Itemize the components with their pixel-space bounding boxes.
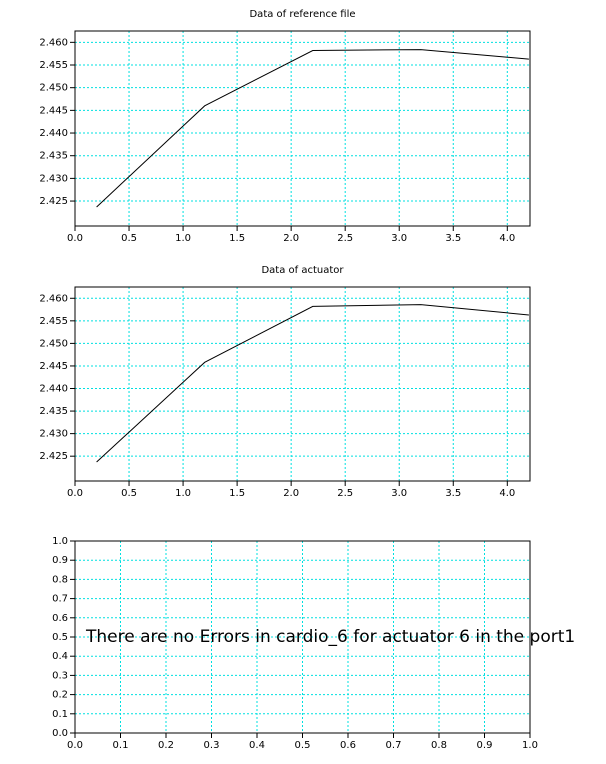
x-tick-label: 1.5 — [229, 488, 245, 499]
y-tick-label: 2.430 — [39, 429, 68, 440]
y-tick-label: 2.435 — [39, 406, 68, 417]
plot-frame — [74, 286, 531, 482]
y-tick-label: 0.8 — [52, 574, 68, 585]
y-tick-label: 2.450 — [39, 83, 68, 94]
x-tick-label: 0.5 — [121, 233, 137, 244]
y-tick-label: 0.0 — [52, 728, 68, 739]
x-tick-label: 0.1 — [113, 740, 129, 751]
x-tick-label: 1.0 — [175, 233, 191, 244]
y-tick-label: 2.435 — [39, 151, 68, 162]
y-tick-label: 0.5 — [52, 632, 68, 643]
x-tick-label: 0.0 — [67, 488, 83, 499]
x-tick-label: 0.5 — [121, 488, 137, 499]
y-tick-label: 2.460 — [39, 293, 68, 304]
y-tick-label: 2.445 — [39, 361, 68, 372]
x-tick-label: 3.0 — [391, 488, 407, 499]
annotation: There are no Errors in cardio_6 for actu… — [85, 627, 575, 647]
y-tick-label: 0.7 — [52, 594, 68, 605]
y-tick-label: 2.425 — [39, 451, 68, 462]
x-tick-label: 0.8 — [431, 740, 447, 751]
x-tick-label: 3.5 — [445, 233, 461, 244]
x-tick-label: 1.0 — [175, 488, 191, 499]
y-tick-label: 2.460 — [39, 37, 68, 48]
x-tick-label: 0.3 — [204, 740, 220, 751]
y-tick-label: 0.6 — [52, 613, 68, 624]
y-tick-label: 2.455 — [39, 60, 68, 71]
line-series — [96, 49, 529, 208]
y-tick-label: 0.3 — [52, 670, 68, 681]
plot-frame — [74, 540, 531, 734]
chart-title: Data of actuator — [261, 265, 344, 276]
x-tick-label: 0.9 — [477, 740, 493, 751]
x-tick-label: 1.0 — [522, 740, 538, 751]
x-tick-label: 2.5 — [337, 233, 353, 244]
y-tick-label: 2.440 — [39, 128, 68, 139]
x-tick-label: 4.0 — [499, 488, 515, 499]
y-tick-label: 2.425 — [39, 196, 68, 207]
line-series — [96, 304, 529, 463]
y-tick-label: 0.4 — [52, 651, 68, 662]
chart-title: Data of reference file — [249, 9, 355, 20]
x-tick-label: 4.0 — [499, 233, 515, 244]
x-tick-label: 0.7 — [386, 740, 402, 751]
plot-frame — [74, 30, 531, 227]
x-tick-label: 0.0 — [67, 740, 83, 751]
y-tick-label: 2.440 — [39, 384, 68, 395]
x-tick-label: 3.0 — [391, 233, 407, 244]
x-tick-label: 2.0 — [283, 488, 299, 499]
y-tick-label: 2.450 — [39, 338, 68, 349]
x-tick-label: 0.0 — [67, 233, 83, 244]
x-tick-label: 0.2 — [158, 740, 174, 751]
y-tick-label: 2.430 — [39, 173, 68, 184]
x-tick-label: 2.0 — [283, 233, 299, 244]
y-tick-label: 0.1 — [52, 709, 68, 720]
x-tick-label: 0.5 — [295, 740, 311, 751]
y-tick-label: 0.9 — [52, 555, 68, 566]
x-tick-label: 2.5 — [337, 488, 353, 499]
x-tick-label: 1.5 — [229, 233, 245, 244]
x-tick-label: 0.6 — [340, 740, 356, 751]
y-tick-label: 1.0 — [52, 536, 68, 547]
y-tick-label: 2.445 — [39, 105, 68, 116]
x-tick-label: 3.5 — [445, 488, 461, 499]
y-tick-label: 2.455 — [39, 316, 68, 327]
x-tick-label: 0.4 — [249, 740, 265, 751]
y-tick-label: 0.2 — [52, 690, 68, 701]
